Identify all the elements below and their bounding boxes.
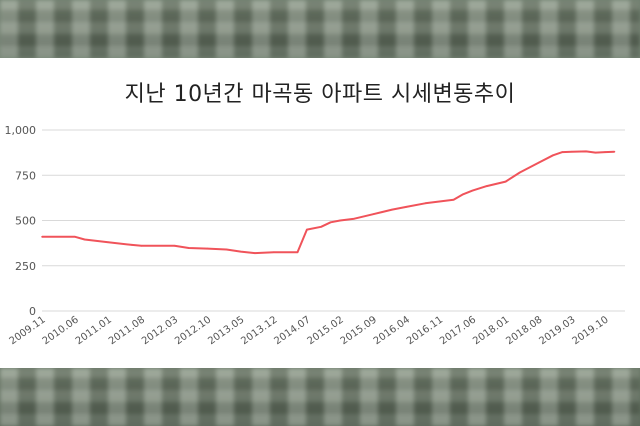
data-point — [131, 244, 133, 246]
data-point — [571, 150, 573, 153]
data-point — [537, 161, 540, 164]
data-point — [462, 193, 464, 196]
line-chart: 0 250 500 750 1,000 2009.112010.062011.012011… — [5, 124, 625, 347]
data-point — [504, 180, 507, 183]
data-point — [353, 217, 356, 220]
x-tick-label: 2011.08 — [107, 314, 147, 347]
data-point — [372, 213, 374, 215]
series-line — [42, 150, 615, 255]
background-aerial-photo-bottom — [0, 368, 640, 426]
background-aerial-photo-top — [0, 0, 640, 58]
x-tick-label: 2019.10 — [571, 314, 611, 347]
data-point — [107, 241, 110, 244]
data-point — [405, 206, 408, 208]
data-point — [485, 185, 488, 187]
data-point — [339, 219, 341, 222]
data-point — [552, 154, 554, 157]
x-tick-label: 2012.03 — [140, 314, 180, 347]
x-tick-label: 2013.12 — [239, 314, 279, 347]
data-point — [561, 151, 564, 153]
x-tick-label: 2012.10 — [173, 314, 213, 347]
data-point — [424, 202, 427, 205]
data-point — [452, 198, 455, 201]
data-point — [41, 235, 43, 238]
x-tick-label: 2016.11 — [405, 314, 445, 347]
y-tick-label: 500 — [15, 215, 36, 228]
data-point — [320, 226, 322, 228]
data-point — [438, 200, 441, 203]
x-tick-label: 2018.01 — [471, 314, 511, 347]
x-tick-label: 2017.06 — [438, 314, 478, 347]
y-tick-label: 250 — [15, 260, 36, 273]
data-point — [594, 151, 597, 154]
y-tick-label: 0 — [29, 305, 36, 318]
x-tick-label: 2014.07 — [272, 314, 312, 347]
data-point — [173, 245, 176, 247]
data-point — [83, 238, 86, 241]
x-tick-label: 2015.09 — [339, 314, 379, 347]
data-point — [391, 208, 393, 211]
x-tick-label: 2010.06 — [41, 314, 81, 347]
data-point — [329, 221, 332, 224]
x-tick-label: 2011.01 — [74, 314, 114, 347]
data-point — [206, 247, 209, 250]
x-tick-label: 2018.08 — [504, 314, 544, 347]
data-point — [187, 247, 190, 249]
y-tick-label: 750 — [15, 169, 36, 182]
x-tick-label: 2009.11 — [8, 314, 48, 347]
chart-card: 지난 10년간 마곡동 아파트 시세변동추이 0 250 500 750 1,000 20… — [0, 58, 640, 368]
data-point — [604, 151, 606, 153]
data-point — [74, 235, 76, 238]
data-point — [585, 150, 587, 153]
data-point — [239, 250, 242, 253]
x-tick-label: 2015.02 — [306, 314, 346, 347]
data-point — [254, 252, 256, 254]
x-tick-label: 2019.03 — [537, 314, 577, 347]
data-point — [613, 150, 616, 153]
data-point — [140, 245, 143, 247]
data-point — [225, 248, 228, 251]
data-point — [273, 251, 275, 253]
x-tick-label: 2016.04 — [372, 314, 412, 347]
y-tick-label: 1,000 — [5, 124, 37, 137]
x-tick-label: 2013.05 — [206, 314, 246, 347]
data-point — [519, 171, 521, 174]
chart-title: 지난 10년간 마곡동 아파트 시세변동추이 — [124, 82, 516, 107]
data-point — [306, 228, 308, 231]
data-point — [471, 189, 474, 192]
data-point — [296, 251, 299, 253]
